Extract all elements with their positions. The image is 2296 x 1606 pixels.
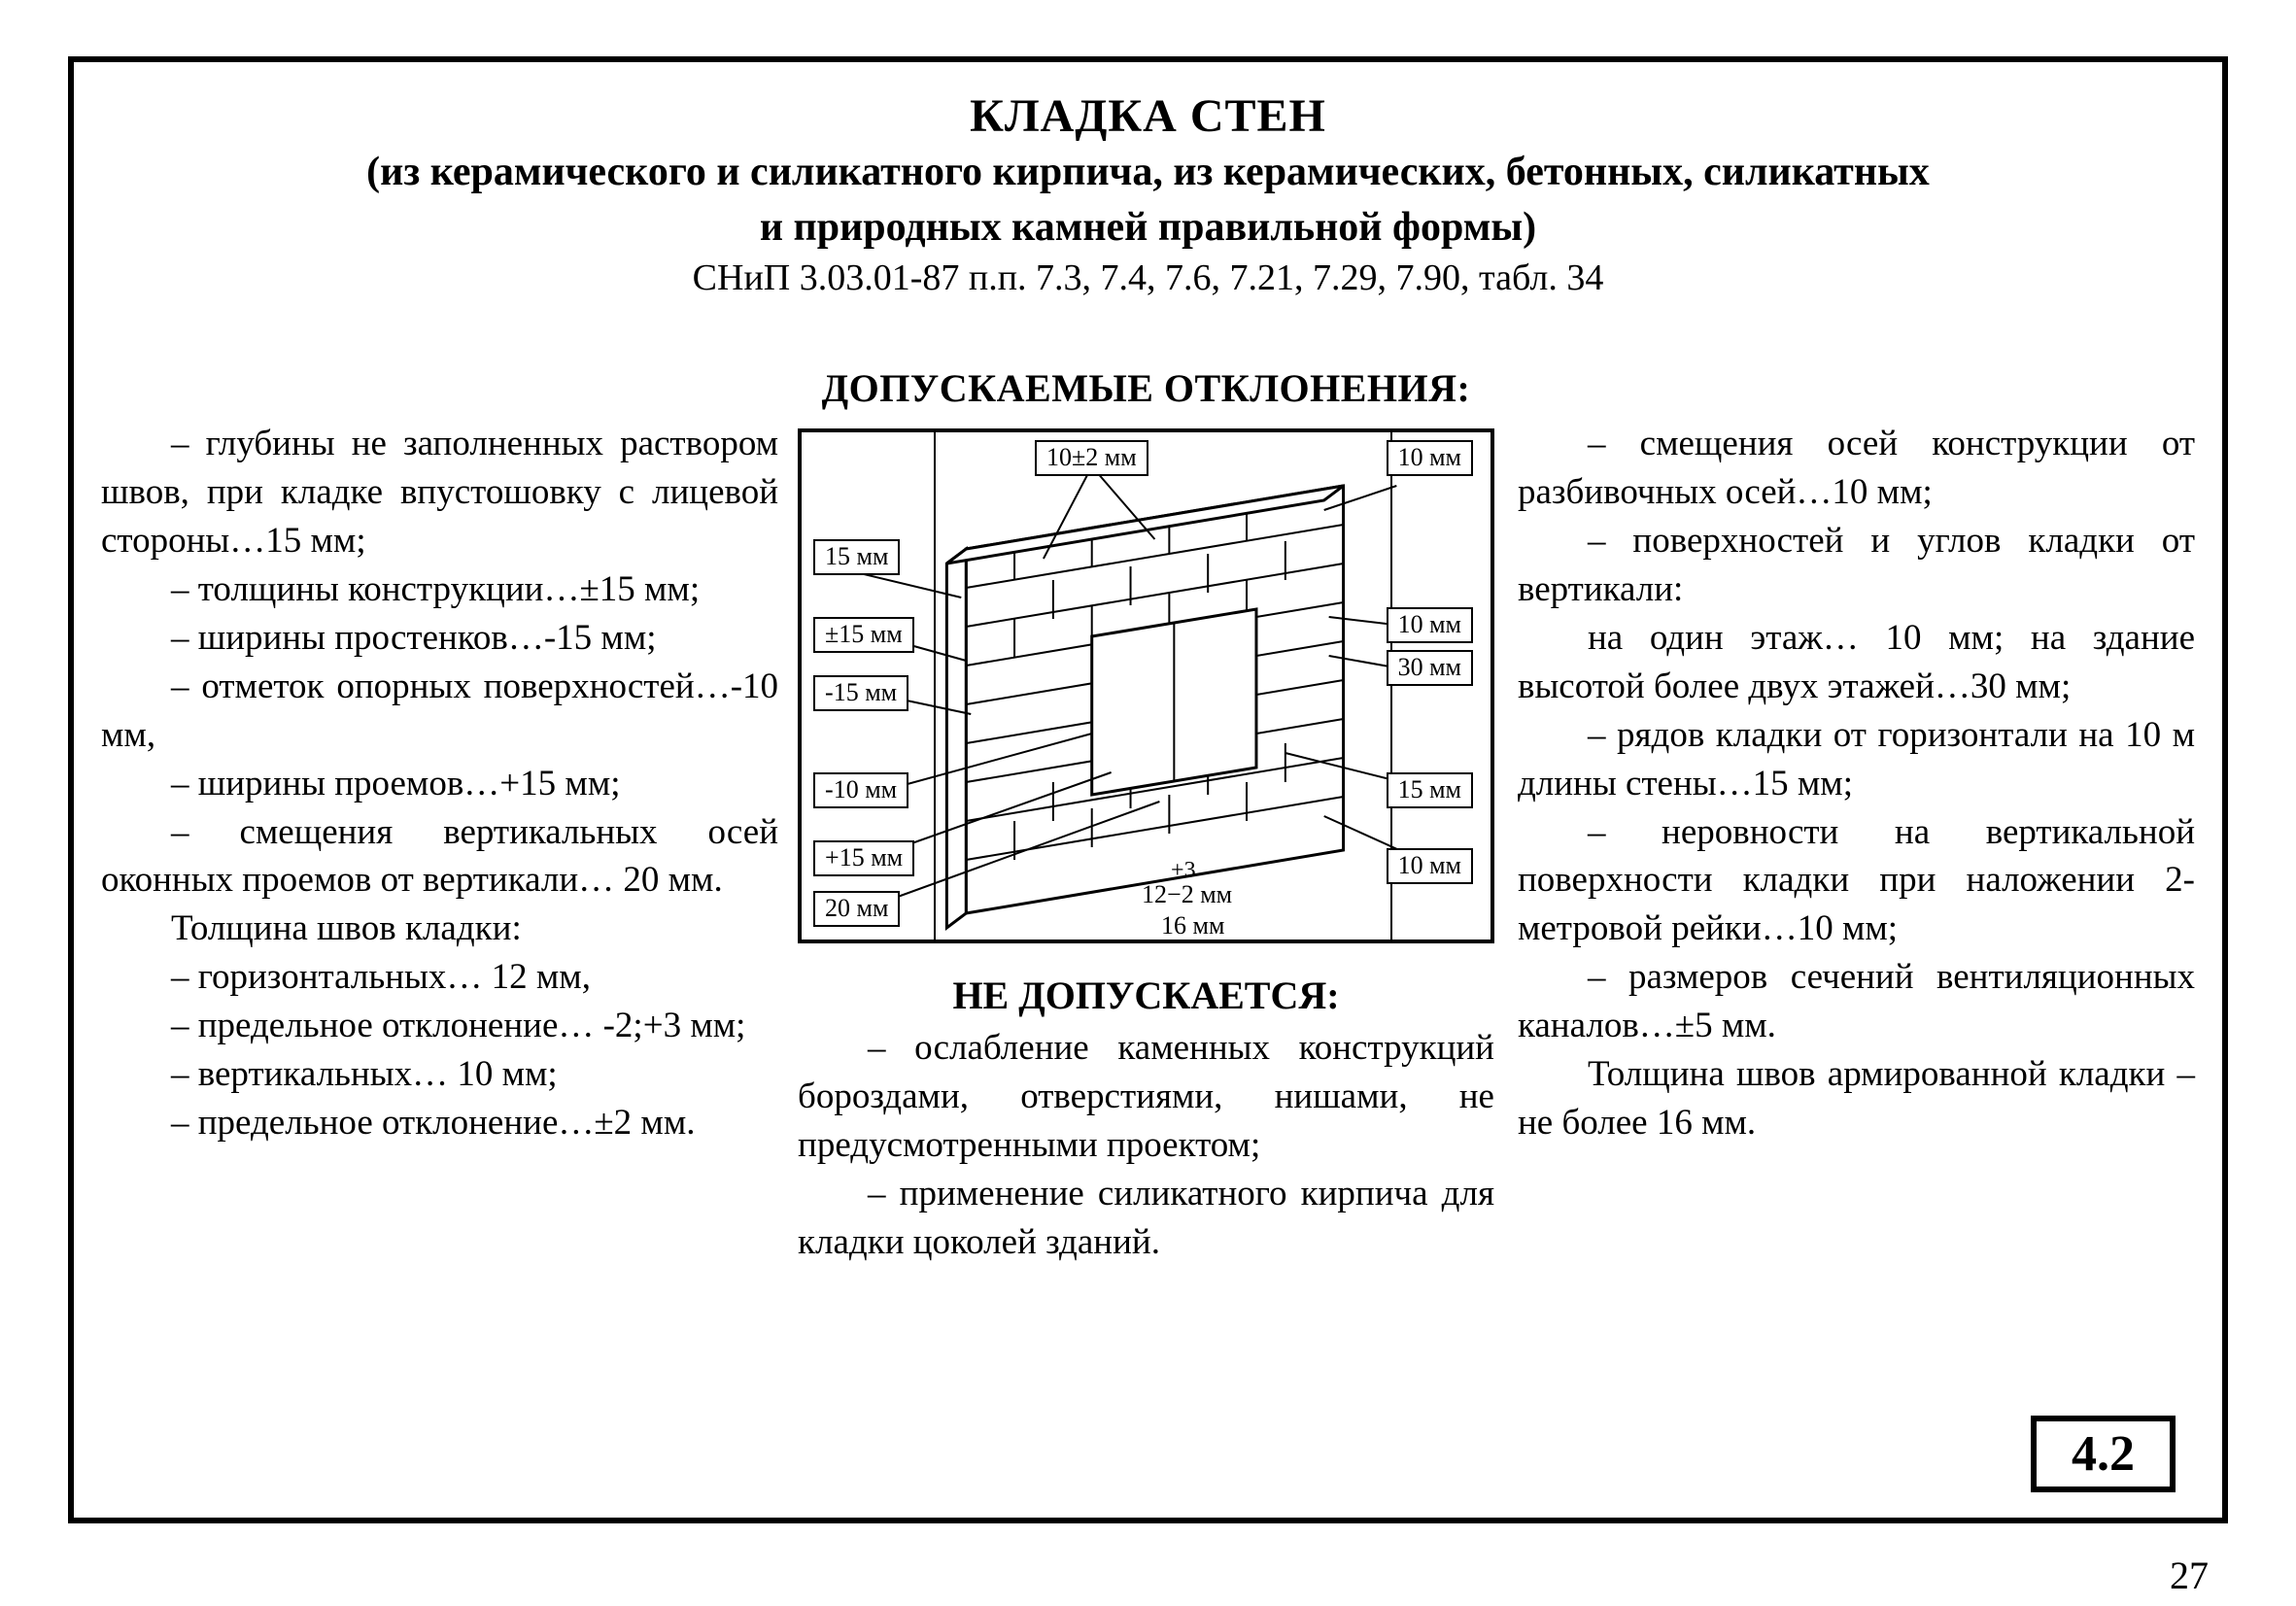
left-p4: – отметок опорных поверхностей…-10 мм, — [101, 663, 778, 760]
left-p7: Толщина швов кладки: — [101, 905, 778, 953]
section-number-badge: 4.2 — [2031, 1416, 2176, 1492]
page-subtitle-line2: и природных камней правильной формы) — [101, 202, 2195, 254]
left-p2: – толщины конструкции…±15 мм; — [101, 565, 778, 614]
right-p2: – поверхностей и углов кладки от вертика… — [1518, 517, 2195, 614]
diag-label-top-right: 10 мм — [1387, 440, 1473, 476]
diag-label-left-5: +15 мм — [813, 840, 914, 876]
allowed-deviations-heading: ДОПУСКАЕМЫЕ ОТКЛОНЕНИЯ: — [798, 365, 1494, 411]
heading-block: КЛАДКА СТЕН (из керамического и силикатн… — [101, 89, 2195, 299]
diag-label-left-6: 20 мм — [813, 891, 900, 927]
left-column: – глубины не заполненных раствором швов,… — [101, 365, 798, 1147]
page-number: 27 — [2170, 1553, 2209, 1598]
not-allowed-heading: НЕ ДОПУСКАЕТСЯ: — [798, 973, 1494, 1018]
right-p7: Толщина швов армированной кладки – не бо… — [1518, 1050, 2195, 1147]
diag-label-right-1: 10 мм — [1387, 607, 1473, 643]
right-column: – смещения осей конструкции от разбивочн… — [1494, 365, 2195, 1147]
diag-label-left-1: 15 мм — [813, 539, 900, 575]
diag-label-top-center: 10±2 мм — [1035, 440, 1148, 476]
diag-label-bottom-bot: 12−2 мм — [1142, 881, 1232, 909]
not-allowed-text: – ослабление каменных конструкций борозд… — [798, 1024, 1494, 1267]
right-p4: – рядов кладки от горизонтали на 10 м дл… — [1518, 711, 2195, 808]
left-p9: – предельное отклонение… -2;+3 мм; — [101, 1002, 778, 1050]
left-p6: – смещения вертикальных осей оконных про… — [101, 808, 778, 906]
diag-label-left-3: -15 мм — [813, 675, 908, 711]
diag-label-left-2: ±15 мм — [813, 617, 914, 653]
diag-label-right-4: 10 мм — [1387, 848, 1473, 884]
content-frame: КЛАДКА СТЕН (из керамического и силикатн… — [68, 56, 2228, 1523]
left-p1: – глубины не заполненных раствором швов,… — [101, 420, 778, 565]
left-p5: – ширины проемов…+15 мм; — [101, 760, 778, 808]
three-column-layout: – глубины не заполненных раствором швов,… — [101, 365, 2195, 1267]
page-title: КЛАДКА СТЕН — [101, 89, 2195, 143]
diag-label-left-4: -10 мм — [813, 772, 908, 808]
left-p10: – вертикальных… 10 мм; — [101, 1050, 778, 1099]
na-p1: – ослабление каменных конструкций борозд… — [798, 1024, 1494, 1170]
document-page: КЛАДКА СТЕН (из керамического и силикатн… — [0, 0, 2296, 1606]
diag-label-right-2: 30 мм — [1387, 650, 1473, 686]
na-p2: – применение силикатного кирпича для кла… — [798, 1170, 1494, 1267]
reference-code: СНиП 3.03.01-87 п.п. 7.3, 7.4, 7.6, 7.21… — [101, 256, 2195, 299]
diag-label-bottom-2: 16 мм — [1161, 912, 1224, 940]
page-subtitle-line1: (из керамического и силикатного кирпича,… — [101, 147, 2195, 198]
left-p8: – горизонтальных… 12 мм, — [101, 953, 778, 1002]
right-p3: на один этаж… 10 мм; на здание высотой б… — [1518, 614, 2195, 711]
right-p5: – неровности на вертикальной поверхности… — [1518, 808, 2195, 954]
right-p6: – размеров сечений вентиляционных канало… — [1518, 953, 2195, 1050]
left-p3: – ширины простенков…-15 мм; — [101, 614, 778, 663]
wall-deviation-diagram: 10±2 мм 10 мм 15 мм ±15 мм -15 мм -10 мм… — [798, 428, 1494, 943]
center-column: ДОПУСКАЕМЫЕ ОТКЛОНЕНИЯ: — [798, 365, 1494, 1267]
left-p11: – предельное отклонение…±2 мм. — [101, 1099, 778, 1147]
diag-label-right-3: 15 мм — [1387, 772, 1473, 808]
right-p1: – смещения осей конструкции от разбивочн… — [1518, 420, 2195, 517]
